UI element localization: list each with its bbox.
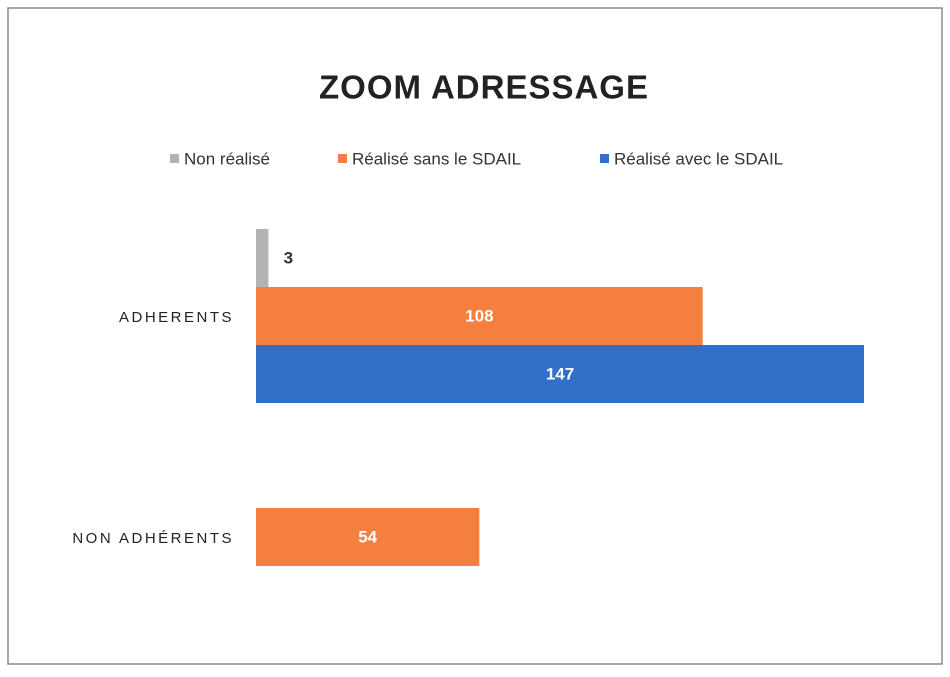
legend-swatch [338, 154, 347, 163]
legend-label: Réalisé sans le SDAIL [352, 149, 521, 168]
chart-title: ZOOM ADRESSAGE [319, 69, 649, 106]
y-tick-label: NON ADHÉRENTS [72, 530, 234, 547]
legend-swatch [170, 154, 179, 163]
y-tick-label: ADHERENTS [119, 309, 234, 326]
legend-label: Réalisé avec le SDAIL [614, 149, 783, 168]
data-label: 3 [284, 248, 293, 267]
bar [256, 229, 269, 287]
data-label: 147 [546, 364, 574, 383]
data-label: 108 [465, 306, 493, 325]
legend-swatch [600, 154, 609, 163]
bar [256, 345, 864, 403]
bar [256, 287, 703, 345]
data-label: 54 [358, 527, 377, 546]
bar [256, 508, 480, 566]
legend-label: Non réalisé [184, 149, 270, 168]
